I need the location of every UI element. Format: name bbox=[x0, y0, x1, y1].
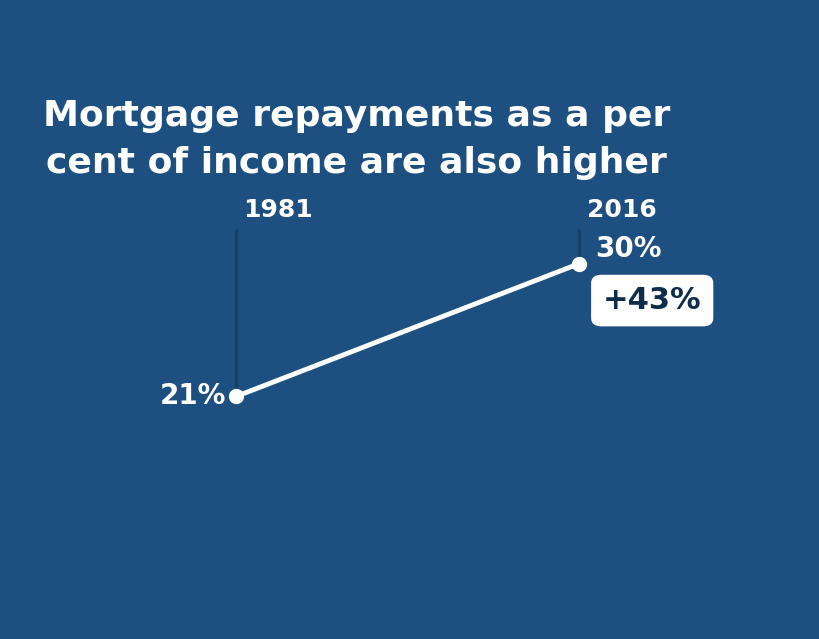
Point bbox=[229, 391, 242, 401]
Text: 2016: 2016 bbox=[586, 198, 656, 222]
Text: 30%: 30% bbox=[595, 235, 661, 263]
Text: +43%: +43% bbox=[602, 286, 701, 315]
Point bbox=[572, 259, 585, 269]
FancyBboxPatch shape bbox=[591, 275, 712, 326]
Text: Mortgage repayments as a per: Mortgage repayments as a per bbox=[43, 99, 670, 133]
Text: 21%: 21% bbox=[160, 383, 226, 410]
Text: 1981: 1981 bbox=[243, 198, 313, 222]
Text: cent of income are also higher: cent of income are also higher bbox=[46, 146, 667, 180]
